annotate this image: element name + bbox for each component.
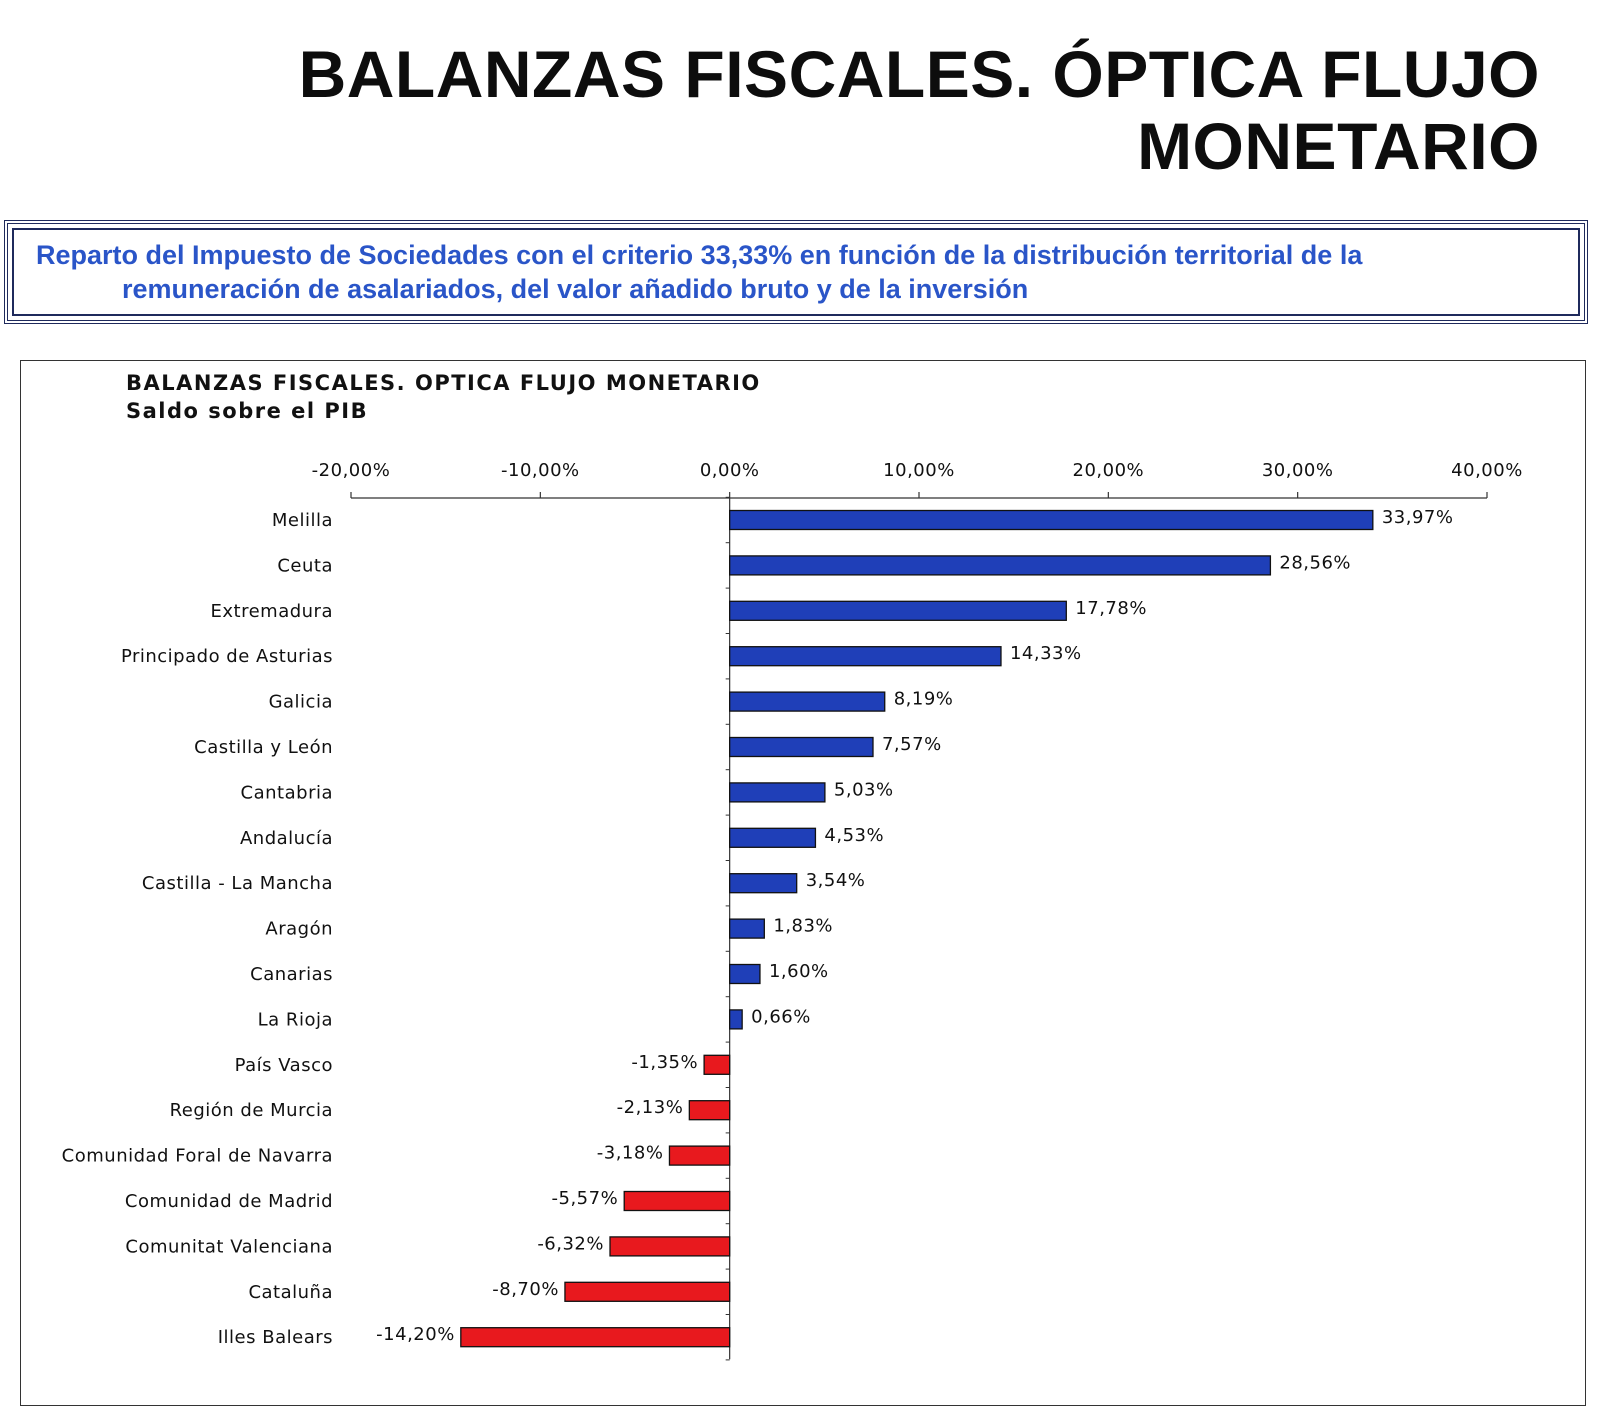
bar bbox=[729, 600, 1067, 621]
category-label: Cantabria bbox=[241, 782, 333, 803]
bar bbox=[564, 1281, 731, 1302]
category-label: Comunitat Valenciana bbox=[125, 1236, 333, 1257]
category-label: Castilla y León bbox=[194, 737, 333, 758]
bar bbox=[729, 736, 874, 758]
chart-title: BALANZAS FISCALES. OPTICA FLUJO MONETARI… bbox=[126, 371, 761, 395]
category-label: Comunidad de Madrid bbox=[125, 1191, 333, 1212]
x-tick-label: -20,00% bbox=[312, 460, 391, 481]
bar bbox=[729, 1009, 743, 1030]
bar bbox=[729, 646, 1002, 667]
value-label: 0,66% bbox=[751, 1006, 811, 1027]
value-label: -6,32% bbox=[537, 1233, 604, 1254]
x-tick-label: 30,00% bbox=[1262, 460, 1334, 481]
category-label: Andalucía bbox=[240, 828, 333, 849]
bar bbox=[729, 827, 817, 848]
category-label: Comunidad Foral de Navarra bbox=[62, 1146, 333, 1167]
page-title-line2: MONETARIO bbox=[1137, 109, 1540, 183]
value-label: -3,18% bbox=[597, 1143, 664, 1164]
value-label: 14,33% bbox=[1010, 643, 1082, 664]
value-label: -14,20% bbox=[376, 1324, 455, 1345]
chart-subtitle: Saldo sobre el PIB bbox=[126, 399, 368, 423]
bar bbox=[623, 1190, 731, 1212]
bar bbox=[729, 873, 798, 894]
category-label: La Rioja bbox=[258, 1009, 333, 1030]
value-label: 1,60% bbox=[769, 961, 829, 982]
value-labels: 33,97% 28,56% 17,78% 14,33% 8,19% 7,57% 5,03% 4… bbox=[376, 507, 1453, 1345]
bar bbox=[729, 691, 886, 712]
value-label: 8,19% bbox=[894, 689, 954, 710]
category-label: Ceuta bbox=[277, 555, 333, 576]
category-label: Canarias bbox=[250, 964, 333, 985]
value-label: 5,03% bbox=[834, 779, 894, 800]
bar bbox=[668, 1145, 731, 1166]
category-label: Castilla - La Mancha bbox=[142, 873, 333, 894]
subtitle-line2: remuneración de asalariados, del valor a… bbox=[122, 274, 1029, 304]
category-label: Extremadura bbox=[211, 601, 334, 622]
bar bbox=[729, 555, 1272, 576]
value-label: 4,53% bbox=[824, 825, 884, 846]
value-label: -1,35% bbox=[631, 1052, 698, 1073]
value-label: 1,83% bbox=[773, 916, 833, 937]
bar bbox=[688, 1100, 731, 1121]
value-label: 28,56% bbox=[1279, 552, 1351, 573]
category-label: Melilla bbox=[272, 510, 333, 531]
value-label: 3,54% bbox=[806, 870, 866, 891]
bar-chart: BALANZAS FISCALES. OPTICA FLUJO MONETARI… bbox=[62, 371, 1523, 1361]
x-tick-label: -10,00% bbox=[501, 460, 580, 481]
x-tick-label: 20,00% bbox=[1073, 460, 1145, 481]
category-label: Illes Balears bbox=[218, 1327, 333, 1348]
subtitle-text: Reparto del Impuesto de Sociedades con e… bbox=[36, 238, 1536, 306]
bar bbox=[729, 509, 1374, 531]
page-title: BALANZAS FISCALES. ÓPTICA FLUJO MONETARI… bbox=[240, 38, 1540, 182]
x-tick-label: 40,00% bbox=[1451, 460, 1523, 481]
category-labels: Melilla Ceuta Extremadura Principado de Ast… bbox=[62, 510, 333, 1348]
x-tick-label: 0,00% bbox=[700, 460, 760, 481]
bar bbox=[609, 1236, 731, 1257]
value-label: -8,70% bbox=[492, 1279, 559, 1300]
value-label: 7,57% bbox=[882, 734, 942, 755]
x-tick-label: 10,00% bbox=[883, 460, 955, 481]
bars bbox=[460, 509, 1374, 1348]
value-label: -2,13% bbox=[617, 1097, 684, 1118]
category-label: Aragón bbox=[265, 919, 333, 940]
chart-frame: BALANZAS FISCALES. OPTICA FLUJO MONETARI… bbox=[20, 360, 1586, 1406]
category-label: Principado de Asturias bbox=[121, 646, 333, 667]
bar bbox=[460, 1327, 731, 1348]
bar bbox=[703, 1054, 731, 1075]
page-title-line1: BALANZAS FISCALES. ÓPTICA FLUJO bbox=[298, 37, 1540, 111]
bar bbox=[729, 918, 765, 939]
bar bbox=[729, 782, 826, 803]
value-label: 33,97% bbox=[1382, 507, 1454, 528]
x-axis: -20,00% -10,00% 0,00% 10,00% 20,00% 30,00% 40,… bbox=[312, 460, 1523, 1361]
category-label: Cataluña bbox=[248, 1282, 333, 1303]
subtitle-box: Reparto del Impuesto de Sociedades con e… bbox=[4, 220, 1588, 324]
subtitle-line1: Reparto del Impuesto de Sociedades con e… bbox=[36, 240, 1363, 270]
value-label: -5,57% bbox=[552, 1188, 619, 1209]
bar bbox=[729, 963, 761, 985]
category-label: País Vasco bbox=[235, 1055, 333, 1076]
category-label: Galicia bbox=[269, 692, 333, 713]
value-label: 17,78% bbox=[1075, 598, 1147, 619]
category-label: Región de Murcia bbox=[170, 1100, 333, 1121]
